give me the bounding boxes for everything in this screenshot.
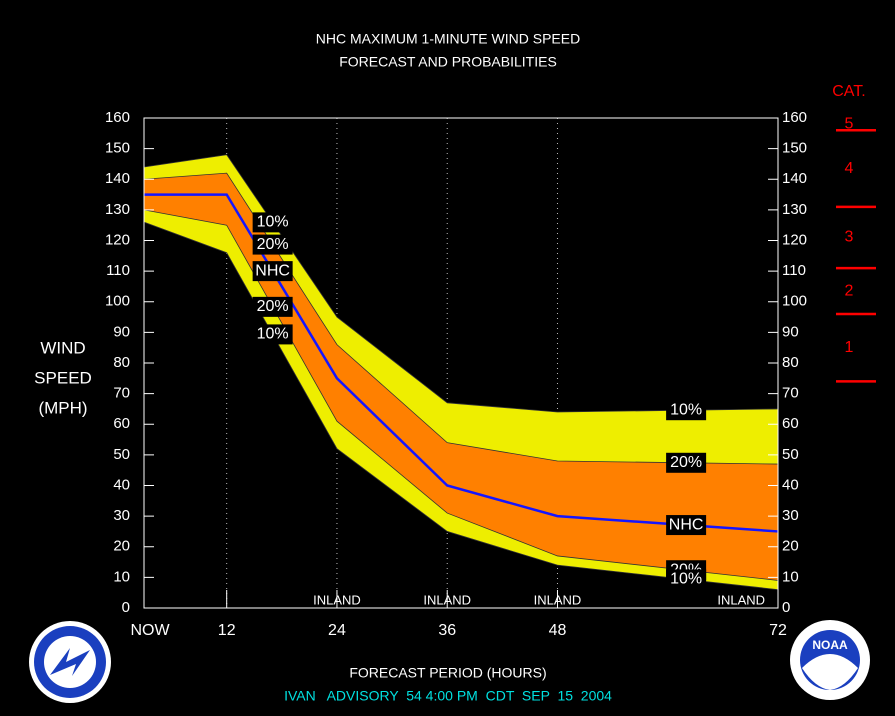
y-tick-label: 120 [105,231,130,248]
series-label: 20% [670,454,702,471]
x-tick-label: 72 [769,622,787,639]
y-tick-label: 40 [782,476,799,493]
logo-text: NOAA [812,638,848,652]
band-edge [143,209,779,581]
y-tick-label: 140 [105,170,130,187]
y-tick-label: 100 [105,293,130,310]
chart-subtitle: FORECAST AND PROBABILITIES [339,54,557,70]
label-box [252,261,293,282]
y-tick-label: 130 [782,201,807,218]
y-tick-label: 80 [782,354,799,371]
logo-bird [802,654,858,690]
x-tick-label: 24 [328,622,346,639]
label-box [666,569,707,590]
y-axis-label: SPEED [34,368,92,387]
y-tick-label: 80 [113,354,130,371]
x-tick-label: NOW [130,622,170,639]
y-tick-label: 150 [782,140,807,157]
category-label: 2 [845,282,854,299]
y-tick-label: 70 [113,385,130,402]
annotation: INLAND [423,592,471,607]
y-tick-label: 40 [113,476,130,493]
y-tick-label: 100 [782,293,807,310]
chart-title: NHC MAXIMUM 1-MINUTE WIND SPEED [316,31,580,47]
y-tick-label: 30 [782,507,799,524]
label-box [252,234,293,255]
label-box [252,296,293,317]
y-tick-label: 140 [782,170,807,187]
x-axis-label: FORECAST PERIOD (HOURS) [349,665,546,681]
category-label: 5 [845,115,854,132]
band-edge [143,154,779,413]
probability-band [144,173,778,581]
category-label: 4 [845,160,854,177]
y-tick-label: 50 [113,446,130,463]
y-tick-label: 90 [782,323,799,340]
category-label: 3 [845,229,854,246]
band-edge [143,172,779,465]
series-label: 10% [257,214,289,231]
y-tick-label: 110 [106,262,130,279]
series-label: 10% [670,401,702,418]
label-box [252,212,293,233]
category-label: 1 [845,339,854,356]
series-label: 20% [257,236,289,253]
y-tick-label: 90 [113,323,130,340]
footer: IVAN ADVISORY 54 4:00 PM CDT SEP 15 2004 [284,688,612,704]
y-tick-label: 30 [113,507,130,524]
y-tick-label: 10 [113,568,130,585]
forecast-line [144,193,779,533]
y-axis-label: WIND [40,338,85,357]
series-label: NHC [255,262,290,279]
y-tick-label: 160 [782,109,807,126]
y-tick-label: 110 [782,262,806,279]
label-box [666,515,707,536]
series-label: 10% [257,326,289,343]
annotation: INLAND [313,592,361,607]
series-label: 10% [670,571,702,588]
annotation: INLAND [534,592,582,607]
nws-logo [29,621,111,703]
y-tick-label: 0 [782,599,790,616]
series-label: NHC [669,516,704,533]
annotation: INLAND [717,592,765,607]
x-tick-label: 36 [438,622,456,639]
series-label: 20% [257,298,289,315]
y-tick-label: 60 [782,415,799,432]
category-title: CAT. [832,83,865,100]
x-tick-label: 12 [218,622,236,639]
noaa-logo: NOAA [790,620,870,700]
y-tick-label: 0 [122,599,130,616]
y-tick-label: 20 [113,538,130,555]
label-box [666,452,707,473]
label-box [252,324,293,345]
y-tick-label: 50 [782,446,799,463]
y-axis-label: (MPH) [38,398,87,417]
x-tick-label: 48 [549,622,567,639]
y-tick-label: 20 [782,538,799,555]
y-tick-label: 120 [782,231,807,248]
y-tick-label: 10 [782,568,799,585]
label-box [666,400,707,421]
y-tick-label: 130 [105,201,130,218]
y-tick-label: 60 [113,415,130,432]
band-edge [143,221,779,591]
y-tick-label: 160 [105,109,130,126]
y-tick-label: 150 [105,140,130,157]
y-tick-label: 70 [782,385,799,402]
logo-bolt [50,648,90,676]
